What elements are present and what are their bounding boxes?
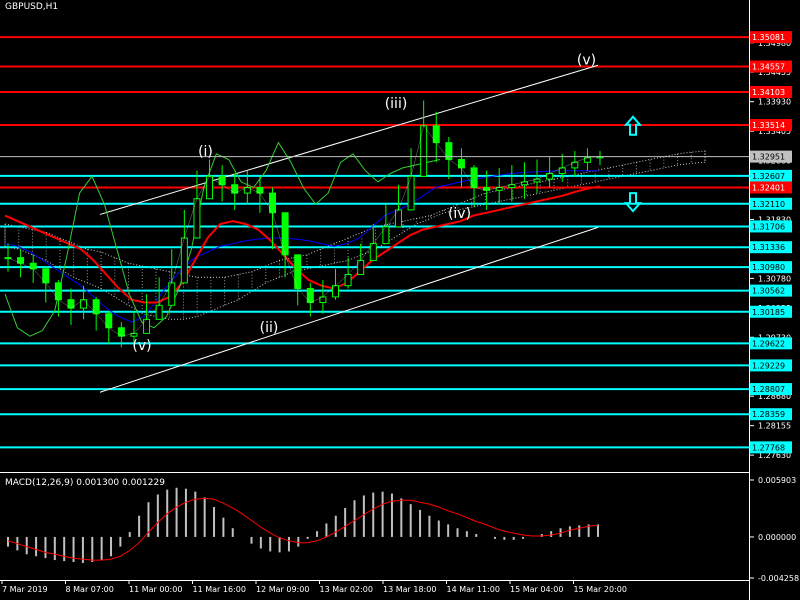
support-level-label: 1.29229 [752, 361, 785, 370]
wave-label: (v) [132, 338, 151, 354]
symbol-label: GBPUSD,H1 [5, 2, 59, 12]
support-level-label: 1.28359 [752, 410, 785, 419]
price-tick-label: 1.31830 [758, 215, 791, 224]
arrow-down-icon [623, 192, 643, 213]
support-level-tag [750, 197, 792, 210]
resistance-level-label: 1.32401 [752, 183, 785, 192]
support-level-label: 1.29622 [752, 339, 785, 348]
slow-ma-line [4, 170, 600, 323]
macd-tick-label: 0.005903 [758, 476, 796, 485]
arrow-up-icon [623, 115, 643, 136]
support-level-tag [750, 261, 792, 274]
price-tick-label: 1.33405 [758, 127, 791, 136]
wave-label: (iv) [448, 206, 471, 222]
time-tick-label: 11 Mar 16:00 [193, 585, 246, 594]
ichimoku-cloud [4, 150, 706, 320]
support-level-tag [750, 337, 792, 350]
resistance-level-label: 1.34103 [752, 88, 785, 97]
fast-ma-line [4, 185, 601, 304]
macd-tick-label: 0.000000 [758, 533, 796, 542]
resistance-level-label: 1.33514 [752, 121, 785, 130]
wave-label: (iii) [385, 96, 408, 112]
support-level-tag [750, 241, 792, 254]
time-tick-label: 11 Mar 00:00 [129, 585, 182, 594]
time-tick-label: 14 Mar 11:00 [447, 585, 500, 594]
resistance-level-label: 1.34557 [752, 63, 785, 72]
resistance-level-label: 1.35081 [752, 33, 785, 42]
support-level-label: 1.30185 [752, 308, 785, 317]
time-tick-label: 13 Mar 02:00 [320, 585, 373, 594]
wave-label: (v) [577, 53, 596, 69]
support-level-label: 1.30980 [752, 263, 785, 272]
resistance-level-tag [750, 60, 792, 73]
resistance-level-tag [750, 119, 792, 132]
macd-label: MACD(12,26,9) 0.001300 0.001229 [5, 478, 165, 488]
support-level-tag [750, 220, 792, 233]
macd-tick-label: -0.004258 [758, 574, 799, 583]
support-level-tag [750, 305, 792, 318]
support-level-label: 1.28807 [752, 385, 785, 394]
resistance-level-tag [750, 85, 792, 98]
support-level-label: 1.31706 [752, 222, 785, 231]
resistance-level-tag [750, 181, 792, 194]
support-level-label: 1.31336 [752, 243, 785, 252]
support-level-tag [750, 359, 792, 372]
time-tick-label: 8 Mar 07:00 [66, 585, 114, 594]
channel-line [99, 64, 599, 215]
price-tick-label: 1.34980 [758, 39, 791, 48]
channel-line [99, 226, 599, 393]
support-level-label: 1.32110 [752, 200, 785, 209]
price-tick-label: 1.27630 [758, 451, 791, 460]
time-tick-label: 7 Mar 2019 [2, 585, 48, 594]
support-level-label: 1.32607 [752, 172, 785, 181]
price-tick-label: 1.30780 [758, 274, 791, 283]
support-level-tag [750, 383, 792, 396]
support-level-tag [750, 169, 792, 182]
price-tick-label: 1.28680 [758, 392, 791, 401]
support-level-tag [750, 408, 792, 421]
support-level-label: 1.30562 [752, 287, 785, 296]
current-price-label: 1.32951 [752, 153, 785, 162]
support-level-label: 1.27768 [752, 443, 785, 452]
time-tick-label: 13 Mar 18:00 [383, 585, 436, 594]
time-tick-label: 12 Mar 09:00 [256, 585, 309, 594]
price-tick-label: 1.33930 [758, 98, 791, 107]
macd-signal-line [7, 497, 599, 561]
price-tick-label: 1.28155 [758, 422, 791, 431]
wave-label: (i) [198, 144, 213, 160]
time-tick-label: 15 Mar 20:00 [574, 585, 627, 594]
time-tick-label: 15 Mar 04:00 [510, 585, 563, 594]
support-level-tag [750, 284, 792, 297]
resistance-level-tag [750, 31, 792, 44]
support-level-tag [750, 441, 792, 454]
price-tick-label: 1.34455 [758, 68, 791, 77]
current-price-tag [750, 150, 792, 163]
close-price-line [7, 125, 601, 337]
wave-label: (ii) [260, 320, 279, 336]
